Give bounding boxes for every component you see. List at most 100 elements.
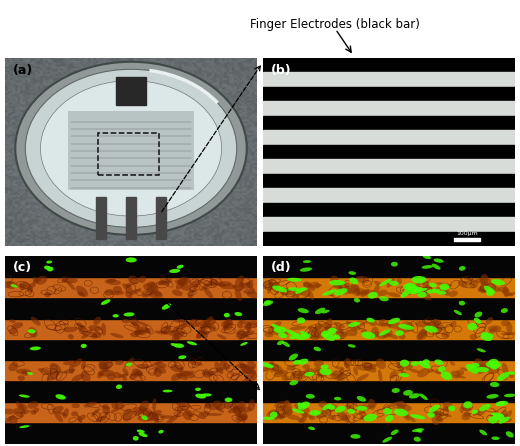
Ellipse shape [246,284,255,291]
Bar [263,101,515,116]
Ellipse shape [149,410,162,417]
Ellipse shape [125,290,132,298]
Ellipse shape [391,429,399,435]
Ellipse shape [496,401,509,406]
Bar [263,231,515,246]
Ellipse shape [293,362,301,366]
Ellipse shape [163,390,173,392]
Ellipse shape [398,334,406,339]
Ellipse shape [296,334,311,340]
Ellipse shape [126,257,137,262]
Ellipse shape [227,319,233,325]
Ellipse shape [347,409,355,414]
Ellipse shape [54,412,63,422]
Ellipse shape [129,288,141,295]
Ellipse shape [122,284,133,292]
Ellipse shape [369,331,380,339]
Bar [263,159,515,174]
Ellipse shape [300,288,307,292]
Ellipse shape [237,322,243,328]
Bar [156,197,166,239]
Ellipse shape [297,403,306,408]
Ellipse shape [271,322,282,329]
Ellipse shape [369,364,378,368]
Ellipse shape [458,281,468,288]
Ellipse shape [501,308,508,313]
Ellipse shape [297,371,309,377]
Ellipse shape [178,277,188,286]
Ellipse shape [484,286,494,294]
Ellipse shape [270,413,279,420]
Ellipse shape [480,333,493,341]
Ellipse shape [486,317,493,325]
Ellipse shape [137,416,154,421]
Ellipse shape [387,292,401,297]
Ellipse shape [322,289,337,296]
Ellipse shape [432,264,440,269]
Ellipse shape [113,372,122,379]
Ellipse shape [385,415,394,422]
Ellipse shape [405,413,415,422]
Ellipse shape [498,417,510,424]
Ellipse shape [176,278,186,290]
Ellipse shape [394,409,408,416]
Ellipse shape [358,290,375,294]
Ellipse shape [99,370,114,376]
Bar [5,319,257,339]
Ellipse shape [389,371,397,379]
Ellipse shape [113,286,122,293]
Ellipse shape [382,333,391,338]
Ellipse shape [174,343,184,348]
Ellipse shape [502,417,512,422]
Ellipse shape [432,318,438,332]
Ellipse shape [159,430,164,434]
Ellipse shape [28,401,38,409]
Ellipse shape [289,354,298,360]
Ellipse shape [501,290,513,296]
Ellipse shape [328,404,338,411]
Ellipse shape [217,334,226,339]
Ellipse shape [287,414,299,420]
Ellipse shape [203,370,214,378]
Ellipse shape [81,329,93,339]
Ellipse shape [240,330,254,337]
Ellipse shape [405,326,413,332]
Ellipse shape [475,364,491,369]
Ellipse shape [33,277,38,282]
Ellipse shape [436,291,447,295]
Ellipse shape [111,291,124,295]
Ellipse shape [123,368,129,376]
Ellipse shape [243,289,256,294]
Ellipse shape [71,411,78,417]
Ellipse shape [363,362,376,370]
Ellipse shape [479,360,490,368]
Ellipse shape [488,325,502,332]
Ellipse shape [504,410,512,420]
Text: Finger Electrodes (black bar): Finger Electrodes (black bar) [251,18,420,31]
Bar [263,130,515,145]
Bar [263,380,515,402]
Ellipse shape [239,362,248,367]
Ellipse shape [356,406,368,411]
Bar [263,58,515,72]
Ellipse shape [359,410,365,415]
Bar [5,422,257,444]
Ellipse shape [334,397,341,401]
Ellipse shape [314,360,324,368]
Ellipse shape [221,321,230,328]
Bar [5,297,257,319]
Ellipse shape [479,429,487,435]
Ellipse shape [149,291,163,298]
Ellipse shape [473,363,482,370]
Ellipse shape [197,327,205,339]
Ellipse shape [411,276,426,283]
Ellipse shape [63,408,69,418]
Ellipse shape [391,262,398,267]
Ellipse shape [404,322,414,330]
Ellipse shape [498,287,509,293]
Ellipse shape [480,281,489,287]
Ellipse shape [303,260,311,263]
Bar [5,256,257,277]
Ellipse shape [346,321,357,332]
Ellipse shape [239,363,246,370]
